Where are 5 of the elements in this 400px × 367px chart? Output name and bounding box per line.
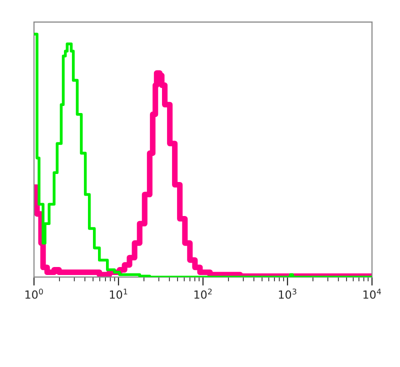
x-tick-label: 10$^{4}$ [363,288,381,299]
x-tick-label: 10$^{1}$ [110,288,128,299]
x-tick-label: 10$^{2}$ [194,288,212,299]
x-tick-label: 10$^{0}$ [25,288,43,299]
x-tick-label: 10$^{3}$ [278,288,296,299]
